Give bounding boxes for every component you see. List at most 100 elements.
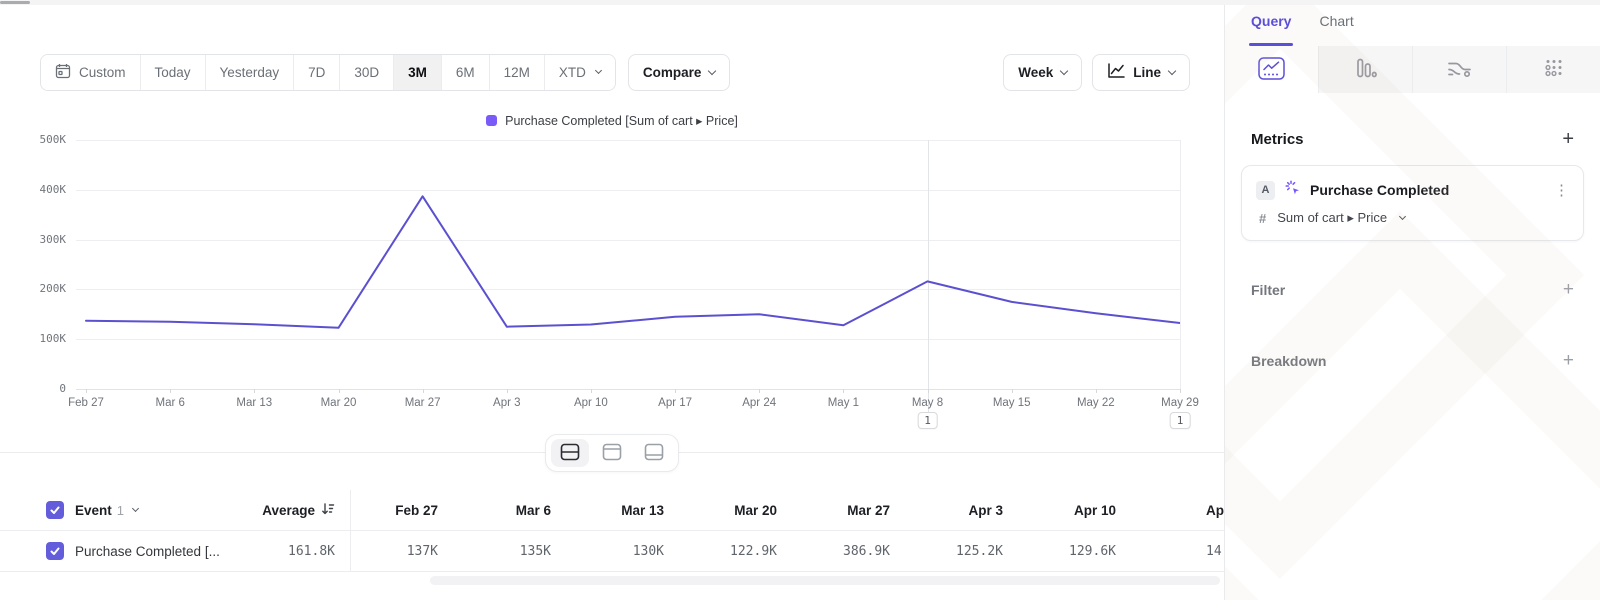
- table-horizontal-scrollbar[interactable]: [430, 576, 1220, 585]
- report-canvas: Custom Today Yesterday 7D 30D 3M 6M 12M XTD Comp…: [0, 54, 1224, 585]
- range-label: 6M: [455, 65, 475, 80]
- insights-icon: [1258, 56, 1285, 83]
- legend: Purchase Completed [Sum of cart ▸ Price]: [0, 113, 1224, 128]
- annotation-line: [927, 140, 929, 412]
- column-header[interactable]: Mar 13: [621, 502, 664, 518]
- x-axis-tick-label: Feb 27: [68, 397, 104, 409]
- aggregation-dropdown[interactable]: # Sum of cart ▸ Price: [1256, 210, 1569, 226]
- column-header[interactable]: Feb 27: [395, 502, 438, 518]
- range-xtd[interactable]: XTD: [543, 55, 615, 90]
- tab-chart[interactable]: Chart: [1319, 13, 1354, 29]
- cell-value: 14: [1206, 543, 1222, 559]
- cell-value: 135K: [519, 543, 551, 559]
- chevron-down-icon: [1059, 66, 1069, 75]
- compare-button[interactable]: Compare: [627, 54, 731, 91]
- range-label: 12M: [503, 65, 530, 80]
- scrollbar-thumb[interactable]: [0, 1, 30, 4]
- split-view-toggle[interactable]: [551, 439, 589, 467]
- chevron-down-icon: [594, 66, 602, 75]
- average-sort-button[interactable]: Average: [262, 502, 335, 519]
- funnels-icon: [1355, 57, 1377, 82]
- date-range-selector: Custom Today Yesterday 7D 30D 3M 6M 12M XTD: [40, 54, 616, 91]
- event-column-header[interactable]: Event: [75, 502, 112, 518]
- x-axis-tick-label: May 29: [1161, 397, 1199, 409]
- chart-only-icon: [602, 443, 622, 464]
- table-only-toggle[interactable]: [635, 439, 673, 467]
- cell-value: 386.9K: [843, 543, 890, 559]
- x-axis-tick: [170, 389, 172, 393]
- column-header[interactable]: Mar 27: [847, 502, 890, 518]
- granularity-label: Week: [1018, 65, 1054, 80]
- tab-query[interactable]: Query: [1248, 13, 1294, 46]
- chart-only-toggle[interactable]: [593, 439, 631, 467]
- cell-value: 125.2K: [956, 543, 1003, 559]
- series-line[interactable]: [76, 140, 1180, 389]
- y-axis-tick-label: 100K: [39, 332, 67, 346]
- report-type-funnels[interactable]: [1318, 46, 1412, 93]
- annotation-badge[interactable]: 1: [917, 412, 938, 429]
- add-metric-button[interactable]: +: [1562, 128, 1574, 150]
- event-count: 1: [116, 502, 124, 518]
- chevron-down-icon: [1167, 66, 1177, 75]
- granularity-dropdown[interactable]: Week: [1003, 54, 1083, 91]
- legend-swatch: [486, 115, 498, 126]
- split-view-icon: [560, 443, 580, 464]
- x-axis-tick-label: Mar 13: [236, 397, 273, 409]
- results-table: Event 1 Average Feb 27 Mar 6 Mar 13 Mar 20 M…: [0, 490, 1224, 572]
- range-3m[interactable]: 3M: [393, 55, 441, 90]
- add-filter-button[interactable]: +: [1562, 279, 1574, 300]
- column-header[interactable]: Apr 3: [968, 502, 1003, 518]
- y-axis-tick-label: 300K: [39, 232, 67, 246]
- report-type-flows[interactable]: [1412, 46, 1506, 93]
- x-axis-tick-label: Apr 3: [493, 397, 521, 409]
- average-column-header: Average: [262, 502, 315, 518]
- line-chart[interactable]: 0 100K 200K 300K 400K 500K Feb 27 Mar 6 Mar 13 Ma…: [40, 133, 1199, 429]
- metric-name[interactable]: Purchase Completed: [1310, 182, 1450, 198]
- range-30d[interactable]: 30D: [339, 55, 394, 90]
- column-header[interactable]: Apr 10: [1073, 502, 1116, 518]
- chevron-down-icon[interactable]: [131, 504, 140, 512]
- metric-card[interactable]: A Purchase Completed ⋮ # Sum of cart ▸ P…: [1241, 165, 1584, 241]
- range-custom[interactable]: Custom: [41, 55, 140, 90]
- chart-toolbar: Custom Today Yesterday 7D 30D 3M 6M 12M XTD Comp…: [40, 54, 1190, 91]
- legend-label: Purchase Completed [Sum of cart ▸ Price]: [505, 114, 738, 128]
- range-label: Today: [154, 65, 191, 80]
- filter-section: Filter +: [1251, 280, 1574, 299]
- flows-icon: [1447, 58, 1472, 82]
- report-type-insights[interactable]: [1225, 46, 1318, 93]
- panel-tabs: Query Chart: [1225, 0, 1600, 46]
- series-name[interactable]: Purchase Completed [...: [75, 543, 220, 559]
- gridline: [76, 289, 1180, 291]
- x-axis-tick-label: Apr 17: [658, 397, 693, 409]
- event-sparkle-icon: [1284, 179, 1301, 201]
- add-breakdown-button[interactable]: +: [1562, 350, 1574, 371]
- column-header[interactable]: Mar 20: [734, 502, 777, 518]
- kebab-menu-icon[interactable]: ⋮: [1554, 181, 1569, 199]
- select-all-checkbox[interactable]: [46, 501, 64, 519]
- range-label: Custom: [79, 65, 126, 80]
- row-checkbox[interactable]: [46, 542, 64, 560]
- horizontal-scrollbar[interactable]: [0, 0, 1600, 5]
- plot-right-border: [1180, 140, 1181, 389]
- x-axis: [76, 389, 1180, 390]
- table-only-icon: [644, 443, 664, 464]
- range-7d[interactable]: 7D: [293, 55, 340, 90]
- annotation-badge[interactable]: 1: [1169, 412, 1191, 429]
- gridline: [76, 189, 1180, 191]
- x-axis-tick: [1095, 389, 1097, 393]
- report-type-retention[interactable]: [1506, 46, 1600, 93]
- column-header[interactable]: Apr: [1206, 502, 1224, 518]
- calendar-icon: [55, 63, 71, 82]
- y-axis-tick-label: 200K: [39, 282, 67, 296]
- column-header[interactable]: Mar 6: [515, 502, 551, 518]
- range-12m[interactable]: 12M: [488, 55, 544, 90]
- x-axis-tick: [1011, 389, 1013, 393]
- gridline: [76, 239, 1180, 241]
- aggregation-label: Sum of cart ▸ Price: [1277, 210, 1388, 225]
- range-label: 7D: [308, 65, 326, 80]
- range-6m[interactable]: 6M: [440, 55, 489, 90]
- range-today[interactable]: Today: [139, 55, 205, 90]
- range-yesterday[interactable]: Yesterday: [204, 55, 294, 90]
- chart-type-dropdown[interactable]: Line: [1092, 54, 1190, 91]
- chevron-down-icon: [708, 66, 717, 75]
